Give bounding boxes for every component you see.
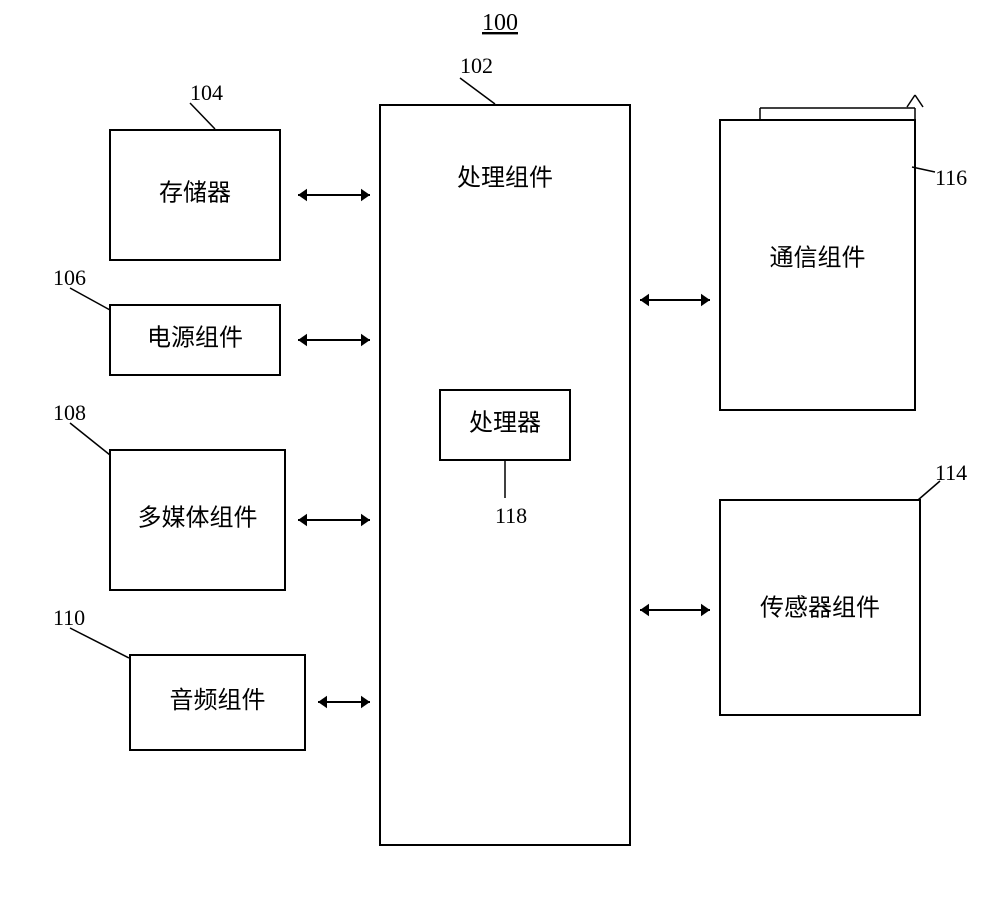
multimedia-refnum: 108 <box>53 400 86 425</box>
audio-leader <box>70 628 129 658</box>
figure-title: 100 <box>482 10 518 36</box>
processing-leader <box>460 78 495 104</box>
comm-label: 通信组件 <box>770 245 866 272</box>
antenna-icon <box>907 95 915 107</box>
sensor-refnum: 114 <box>935 460 967 485</box>
multimedia-label: 多媒体组件 <box>138 505 258 532</box>
arrow-comm-head-r <box>701 294 710 307</box>
processing-label: 处理组件 <box>457 165 553 192</box>
processing-refnum: 102 <box>460 53 493 78</box>
power-refnum: 106 <box>53 265 86 290</box>
audio-refnum: 110 <box>53 605 85 630</box>
arrow-audio-head-r <box>361 696 370 709</box>
processor-label: 处理器 <box>469 410 541 437</box>
power-label: 电源组件 <box>147 325 243 352</box>
antenna-icon <box>915 95 923 107</box>
arrow-sensor-head-r <box>701 604 710 617</box>
power-leader <box>70 288 110 310</box>
memory-leader <box>190 103 215 129</box>
arrow-multimedia-head-l <box>298 514 307 527</box>
arrow-power-head-l <box>298 334 307 347</box>
arrow-comm-head-l <box>640 294 649 307</box>
multimedia-leader <box>70 423 110 455</box>
arrow-multimedia-head-r <box>361 514 370 527</box>
memory-label: 存储器 <box>159 180 231 207</box>
audio-label: 音频组件 <box>170 687 266 714</box>
arrow-sensor-head-l <box>640 604 649 617</box>
arrow-audio-head-l <box>318 696 327 709</box>
processor-refnum: 118 <box>495 503 527 528</box>
arrow-power-head-r <box>361 334 370 347</box>
comm-refnum: 116 <box>935 165 967 190</box>
sensor-label: 传感器组件 <box>760 595 880 622</box>
memory-refnum: 104 <box>190 80 223 105</box>
arrow-memory-head-l <box>298 189 307 202</box>
arrow-memory-head-r <box>361 189 370 202</box>
